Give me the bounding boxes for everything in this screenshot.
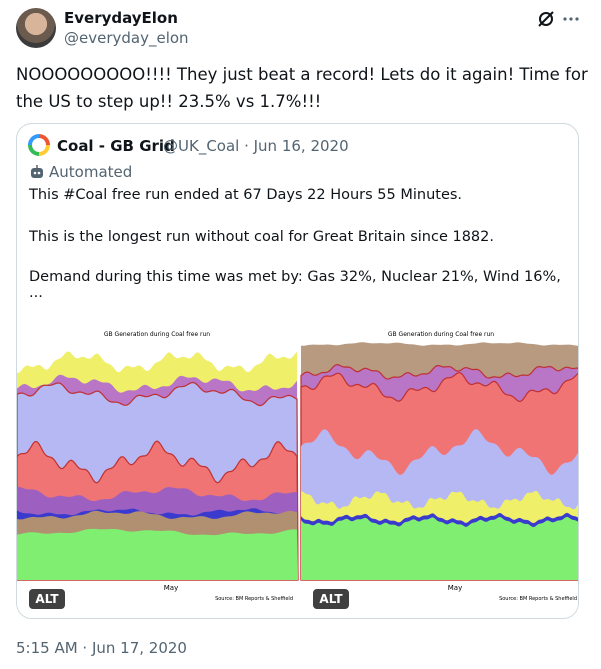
quote-images: GB Generation during Coal free run GB Ge…: [17, 322, 578, 618]
author-handle[interactable]: @everyday_elon: [64, 29, 189, 47]
alt-badge-text[interactable]: ALT: [35, 592, 59, 606]
quote-meta: @UK_Coal · Jun 16, 2020: [163, 137, 349, 155]
image-source: Source: BM Reports & Sheffield: [499, 596, 577, 602]
author-name[interactable]: EverydayElon: [64, 9, 178, 27]
tweet-text: NOOOOOOOOO!!!! They just beat a record! …: [16, 65, 588, 111]
quote-tweet[interactable]: Coal - GB Grid @UK_Coal · Jun 16, 2020 A…: [16, 123, 579, 619]
robot-icon: [31, 165, 43, 178]
image-source: Source: BM Reports & Sheffield: [215, 596, 293, 602]
image-title: GB Generation during Coal free run: [388, 331, 494, 338]
timestamp[interactable]: 5:15 AM · Jun 17, 2020: [16, 639, 187, 657]
quote-paragraph: Demand during this time was met by: Gas …: [29, 269, 561, 301]
header-icons[interactable]: [535, 8, 585, 30]
automated-label: Automated: [49, 163, 133, 181]
quote-avatar: [28, 134, 50, 156]
x-axis-label: May: [164, 584, 178, 592]
avatar[interactable]: [16, 8, 56, 48]
quote-paragraph: This #Coal free run ended at 67 Days 22 …: [29, 187, 463, 203]
chart-area: [301, 516, 578, 580]
x-axis-label: May: [448, 584, 462, 592]
quote-name: Coal - GB Grid: [57, 137, 175, 155]
chart-area: [17, 528, 298, 580]
alt-badge[interactable]: [313, 589, 349, 609]
quote-paragraph: This is the longest run without coal for…: [29, 229, 494, 245]
image-title: GB Generation during Coal free run: [104, 331, 210, 338]
alt-badge[interactable]: [29, 589, 65, 609]
alt-badge-text[interactable]: ALT: [319, 592, 343, 606]
